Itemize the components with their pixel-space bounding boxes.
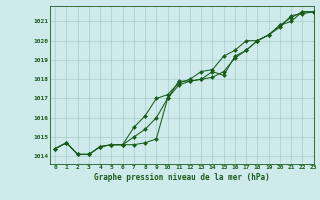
X-axis label: Graphe pression niveau de la mer (hPa): Graphe pression niveau de la mer (hPa) — [94, 173, 269, 182]
